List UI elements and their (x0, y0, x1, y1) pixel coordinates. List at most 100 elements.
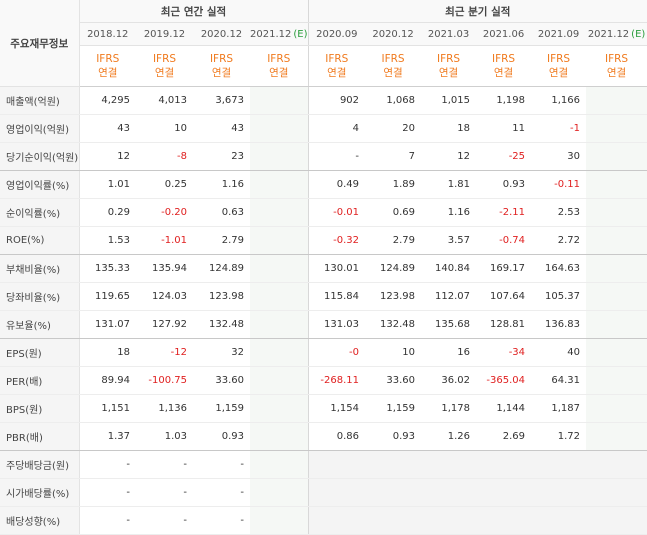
row-label: 순이익률(%) (0, 198, 80, 227)
period-date: 2020.12 (200, 28, 243, 40)
quarter-value-cell: 36.02 (421, 366, 477, 395)
consolidated-label: 연결 (154, 67, 175, 79)
quarter-value-cell: 12 (421, 142, 477, 171)
quarter-value-cell: 140.84 (421, 254, 477, 283)
ifrs-row: IFRS 연결 IFRS 연결 IFRS 연결 IFRS 연결 IFRS 연결 IFRS 연결 IFRS… (0, 45, 647, 87)
table-row: 당기순이익(억원) 12 -8 23-7 12 -25 30 (0, 142, 647, 171)
annual-value-cell: 1.53 (79, 226, 136, 255)
period-date: 2021.12 (587, 28, 630, 40)
consolidated-label: 연결 (548, 67, 569, 79)
annual-value-cell (250, 114, 309, 143)
table-row: 부채비율(%) 135.33 135.94 124.89 130.01 124.89 140… (0, 254, 647, 283)
annual-value-cell: 127.92 (136, 310, 193, 339)
annual-value-cell: 123.98 (193, 282, 250, 311)
ifrs-label: IFRS (267, 53, 291, 65)
annual-value-cell: 18 (79, 338, 136, 367)
ifrs-consolidated-header: IFRS 연결 (79, 45, 136, 87)
annual-value-cell: 124.89 (193, 254, 250, 283)
annual-value-cell: 135.94 (136, 254, 193, 283)
consolidated-label: 연결 (269, 67, 289, 79)
annual-value-cell: -100.75 (136, 366, 193, 395)
annual-value-cell: 33.60 (193, 366, 250, 395)
annual-value-cell (250, 198, 309, 227)
ifrs-label: IFRS (436, 53, 461, 65)
table-row: 유보율(%) 131.07 127.92 132.48 131.03 132.48 135.… (0, 310, 647, 339)
annual-value-cell: 1.37 (79, 422, 136, 451)
quarter-value-cell: 107.64 (476, 282, 532, 311)
quarter-value-cell: 33.60 (365, 366, 422, 395)
row-label: 유보율(%) (0, 310, 80, 339)
quarter-value-cell: -0 (307, 338, 366, 367)
quarterly-header: 최근 분기 실적 (307, 0, 647, 23)
period-date: 2021.09 (537, 28, 580, 40)
annual-value-cell (250, 226, 309, 255)
quarter-value-cell: 169.17 (476, 254, 532, 283)
consolidated-label: 연결 (438, 67, 459, 79)
annual-header: 최근 연간 실적 (79, 0, 309, 23)
consolidated-label: 연결 (211, 67, 232, 79)
row-label: 당기순이익(억원) (0, 142, 80, 171)
annual-value-cell: 2.79 (193, 226, 250, 255)
quarter-value-cell: 132.48 (365, 310, 422, 339)
quarter-value-cell (586, 422, 647, 451)
quarter-value-cell: 0.93 (476, 170, 532, 199)
annual-value-cell: 12 (79, 142, 136, 171)
annual-value-cell: 10 (136, 114, 193, 143)
empty-quarter-cell (476, 450, 532, 479)
quarter-value-cell: 1.81 (421, 170, 477, 199)
annual-value-cell: -1.01 (136, 226, 193, 255)
annual-value-cell: -8 (136, 142, 193, 171)
estimate-marker: (E) (631, 28, 646, 40)
annual-value-cell: 1,159 (193, 394, 250, 423)
quarter-value-cell: 1,154 (307, 394, 366, 423)
empty-quarter-cell (421, 478, 477, 507)
empty-quarter-cell (531, 506, 587, 535)
row-label: 당좌비율(%) (0, 282, 80, 311)
quarter-value-cell: 3.57 (421, 226, 477, 255)
quarter-value-cell (586, 86, 647, 115)
quarter-value-cell: 112.07 (421, 282, 477, 311)
quarter-value-cell: 1,187 (531, 394, 587, 423)
quarter-value-cell: 123.98 (365, 282, 422, 311)
table-row: EPS(원) 18 -12 32 -0 10 16 -34 40 (0, 338, 647, 367)
quarter-value-cell: 128.81 (476, 310, 532, 339)
ifrs-consolidated-header: IFRS 연결 (250, 45, 309, 87)
quarter-value-cell: 902 (307, 86, 366, 115)
quarter-value-cell: 115.84 (307, 282, 366, 311)
annual-value-cell: 131.07 (79, 310, 136, 339)
empty-quarter-cell (307, 478, 366, 507)
annual-value-cell: 32 (193, 338, 250, 367)
consolidated-label: 연결 (327, 67, 347, 79)
quarter-value-cell: 10 (365, 338, 422, 367)
annual-value-cell: 1,151 (79, 394, 136, 423)
period-date: 2021.03 (427, 28, 470, 40)
ifrs-consolidated-header: IFRS 연결 (365, 45, 422, 87)
row-label: BPS(원) (0, 394, 80, 423)
quarter-value-cell (586, 142, 647, 171)
annual-value-cell: - (193, 506, 250, 535)
empty-quarter-cell (421, 450, 477, 479)
ifrs-label: IFRS (152, 53, 177, 65)
row-label: 영업이익률(%) (0, 170, 80, 199)
quarter-value-cell: 124.89 (365, 254, 422, 283)
period-date-header: 2020.12 (365, 22, 422, 46)
ifrs-label: IFRS (96, 53, 120, 65)
annual-value-cell: 43 (193, 114, 250, 143)
annual-value-cell (250, 394, 309, 423)
quarter-value-cell: -0.01 (307, 198, 366, 227)
annual-value-cell (250, 478, 309, 507)
quarter-value-cell: 1,166 (531, 86, 587, 115)
ifrs-label: IFRS (381, 53, 405, 65)
annual-value-cell (250, 422, 309, 451)
quarter-value-cell: 1.26 (421, 422, 477, 451)
consolidated-label: 연결 (606, 67, 627, 79)
annual-value-cell: - (79, 506, 136, 535)
annual-value-cell: 1.01 (79, 170, 136, 199)
quarter-value-cell: -268.11 (307, 366, 366, 395)
table-row: PBR(배) 1.37 1.03 0.93 0.86 0.93 1.26 2.69 1.72 (0, 422, 647, 451)
annual-value-cell: 0.93 (193, 422, 250, 451)
quarter-value-cell: 0.69 (365, 198, 422, 227)
empty-quarter-cell (586, 450, 647, 479)
annual-value-cell: - (136, 478, 193, 507)
table-row: 영업이익(억원) 43 10 43 4 20 18 11 -1 (0, 114, 647, 143)
